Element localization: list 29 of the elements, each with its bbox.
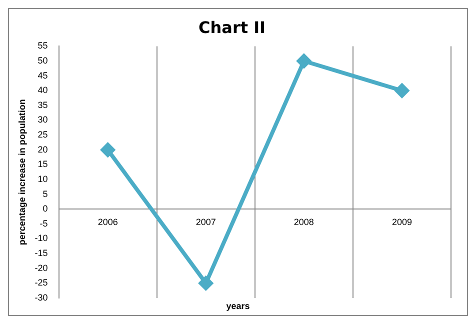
y-tick-label: 15 — [38, 159, 48, 170]
y-tick-label: 25 — [38, 130, 48, 140]
x-tick-label: 2008 — [294, 217, 314, 228]
y-tick-label: 45 — [38, 70, 48, 80]
y-tick-label: 55 — [38, 40, 48, 51]
y-tick-label: 0 — [42, 204, 48, 214]
chart-title: Chart II — [198, 18, 266, 37]
point — [296, 54, 311, 68]
y-axis-title: percentage increase in population — [16, 99, 27, 246]
x-axis-title: years — [225, 301, 251, 313]
point — [198, 276, 213, 290]
y-tick-label: 40 — [38, 85, 48, 96]
y-tick-label: 10 — [38, 174, 48, 184]
y-tick-label: 20 — [38, 144, 48, 154]
y-tick-label: -30 — [34, 292, 48, 302]
y-tick-label: -10 — [34, 233, 48, 244]
y-tick-label: -15 — [34, 248, 48, 258]
x-tick-label: 2007 — [196, 217, 216, 228]
y-tick-label: 50 — [38, 55, 48, 66]
point — [394, 84, 409, 98]
x-tick-label: 2009 — [392, 217, 412, 228]
y-tick-label: -5 — [40, 218, 48, 228]
y-tick-label: -25 — [34, 278, 48, 288]
y-tick-label: -20 — [34, 262, 48, 273]
y-tick-label: 35 — [38, 100, 48, 110]
y-tick-label: 30 — [38, 114, 48, 125]
x-tick-label: 2006 — [98, 217, 118, 228]
point — [100, 142, 115, 157]
y-tick-label: 5 — [42, 188, 48, 199]
